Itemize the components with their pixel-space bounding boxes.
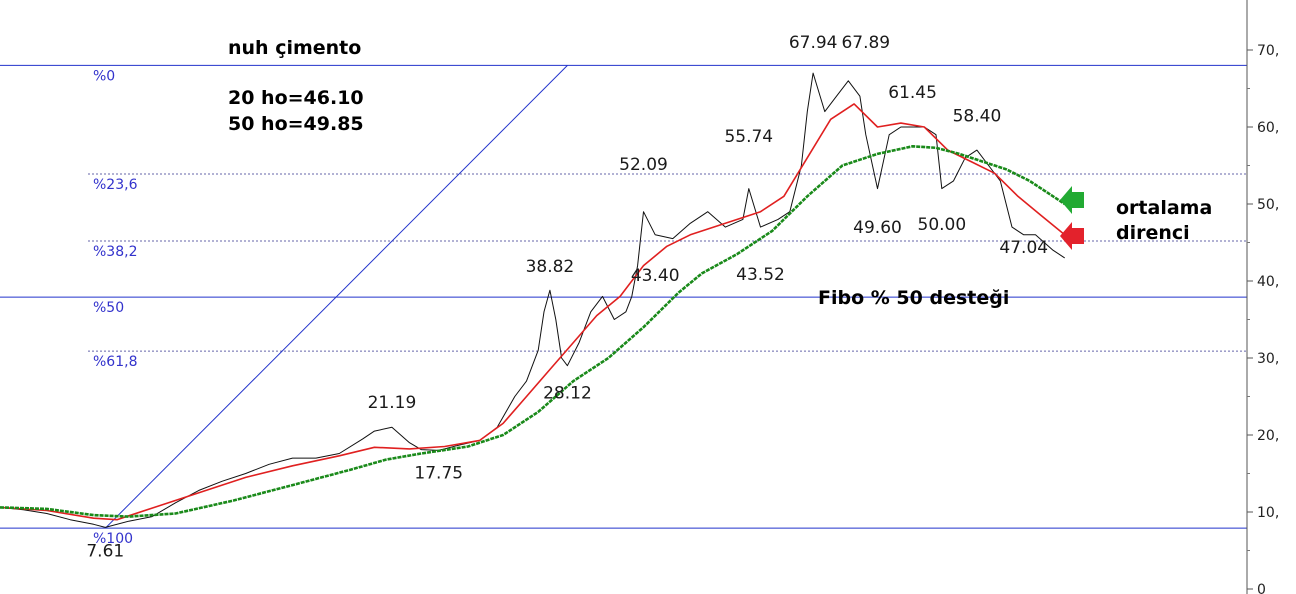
price-annotation: 38.82	[526, 257, 575, 277]
fibonacci-levels: %0 %23,6 %38,2 %50 %61,8 %100	[0, 64, 1247, 547]
chart-title: nuh çimento	[228, 37, 361, 59]
y-tick-label: 0	[1257, 582, 1266, 594]
price-annotation: 21.19	[368, 393, 417, 413]
price-labels: 7.61 21.19 17.75 38.82 28.12 52.09 43.40 55.74 4…	[86, 33, 1048, 562]
price-annotation: 58.40	[953, 106, 1002, 126]
series-layer	[0, 72, 1066, 528]
price-annotation: 52.09	[619, 155, 668, 175]
y-tick-label: 10,	[1257, 505, 1279, 521]
y-tick-label: 50,	[1257, 197, 1279, 213]
fib-level-label: %61,8	[93, 354, 137, 370]
price-annotation: 28.12	[543, 383, 592, 403]
y-tick-label: 20,	[1257, 428, 1279, 444]
info-line-50: 50 ho=49.85	[228, 113, 364, 135]
y-tick-label: 60,	[1257, 120, 1279, 136]
moving-average-20-line	[0, 103, 1066, 521]
y-tick-label: 70,	[1257, 43, 1279, 59]
price-annotation: 47.04	[999, 238, 1048, 258]
price-annotation: 43.40	[631, 266, 680, 286]
fib-level-label: %38,2	[93, 244, 137, 260]
y-tick-label: 30,	[1257, 351, 1279, 367]
price-annotation: 49.60	[853, 218, 902, 238]
price-annotation: 55.74	[724, 127, 773, 147]
fibo-support-label: Fibo % 50 desteği	[818, 287, 1009, 309]
y-axis: 0 10, 20, 30, 40, 50, 60, 70,	[1246, 0, 1279, 594]
green-arrow-icon	[1060, 186, 1084, 214]
price-annotation: 50.00	[918, 215, 967, 235]
price-annotation: 43.52	[736, 265, 785, 285]
resistance-label-2: direnci	[1116, 222, 1190, 244]
fib-level-label: %23,6	[93, 177, 138, 193]
fib-level-label: %100	[93, 531, 133, 547]
moving-average-50-line	[0, 145, 1066, 518]
price-annotation: 61.45	[888, 83, 937, 103]
price-line	[0, 72, 1065, 528]
info-line-20: 20 ho=46.10	[228, 87, 364, 109]
price-annotation: 67.94	[789, 33, 838, 53]
price-annotation: 7.61	[86, 541, 124, 561]
fib-level-label: %50	[93, 300, 124, 316]
fib-level-label: %0	[93, 68, 115, 84]
fibonacci-trend-line	[104, 65, 568, 529]
resistance-label-1: ortalama	[1116, 197, 1212, 219]
price-annotation: 17.75	[414, 463, 463, 483]
red-arrow-icon	[1060, 222, 1084, 250]
price-annotation: 67.89	[841, 33, 890, 53]
y-tick-label: 40,	[1257, 274, 1279, 290]
